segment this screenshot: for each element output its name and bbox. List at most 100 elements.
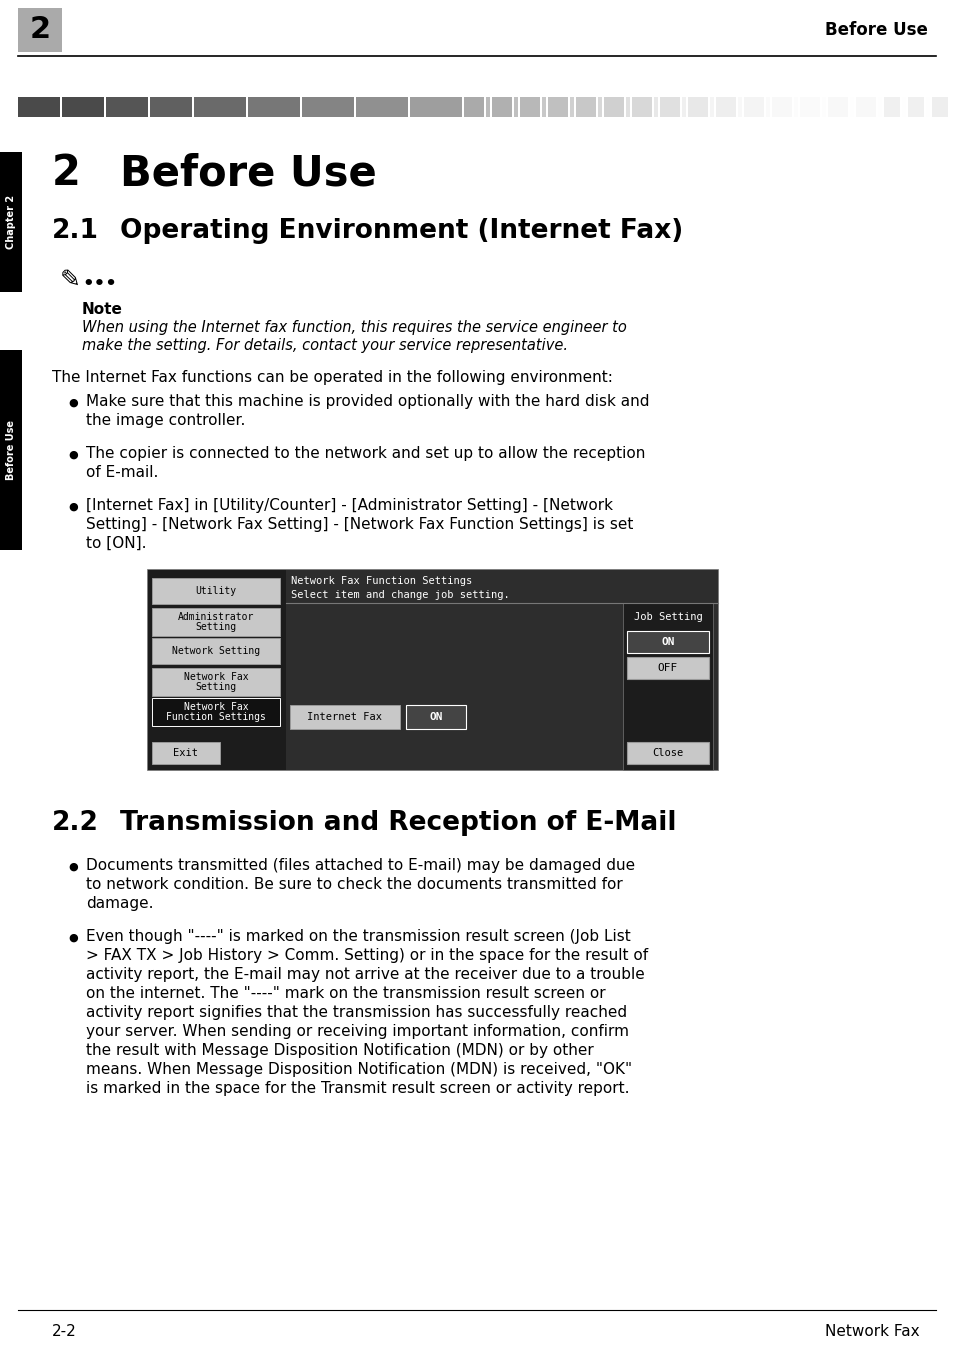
Text: Setting: Setting xyxy=(195,681,236,691)
Bar xyxy=(743,97,763,118)
Bar xyxy=(800,97,820,118)
Text: [Internet Fax] in [Utility/Counter] - [Administrator Setting] - [Network: [Internet Fax] in [Utility/Counter] - [A… xyxy=(86,498,613,512)
Bar xyxy=(883,97,899,118)
Bar xyxy=(716,97,735,118)
Text: > FAX TX > Job History > Comm. Setting) or in the space for the result of: > FAX TX > Job History > Comm. Setting) … xyxy=(86,948,647,963)
Text: Internet Fax: Internet Fax xyxy=(307,713,382,722)
Bar xyxy=(738,97,741,118)
Bar xyxy=(150,97,192,118)
Text: damage.: damage. xyxy=(86,896,153,911)
Text: activity report, the E-mail may not arrive at the receiver due to a trouble: activity report, the E-mail may not arri… xyxy=(86,967,644,982)
Bar xyxy=(654,97,658,118)
Bar xyxy=(152,579,280,604)
Text: ✎: ✎ xyxy=(60,268,81,292)
Bar xyxy=(765,97,769,118)
Text: Even though "----" is marked on the transmission result screen (Job List: Even though "----" is marked on the tran… xyxy=(86,929,630,944)
Text: Close: Close xyxy=(652,748,683,758)
Text: make the setting. For details, contact your service representative.: make the setting. For details, contact y… xyxy=(82,338,567,353)
Text: Network Fax: Network Fax xyxy=(824,1324,919,1338)
Text: ON: ON xyxy=(429,713,442,722)
Text: Note: Note xyxy=(82,301,123,316)
Bar xyxy=(631,97,651,118)
Text: Job Setting: Job Setting xyxy=(633,612,701,622)
Bar xyxy=(541,97,545,118)
Text: to network condition. Be sure to check the documents transmitted for: to network condition. Be sure to check t… xyxy=(86,877,622,892)
Text: Select item and change job setting.: Select item and change job setting. xyxy=(291,589,509,600)
Text: 2-2: 2-2 xyxy=(52,1324,76,1338)
Text: ●: ● xyxy=(68,397,77,408)
Bar xyxy=(603,97,623,118)
Text: activity report signifies that the transmission has successfully reached: activity report signifies that the trans… xyxy=(86,1005,626,1019)
Text: Network Fax Function Settings: Network Fax Function Settings xyxy=(291,576,472,585)
Text: on the internet. The "----" mark on the transmission result screen or: on the internet. The "----" mark on the … xyxy=(86,986,605,1000)
Bar xyxy=(625,97,629,118)
Bar xyxy=(901,97,905,118)
Bar xyxy=(18,97,60,118)
Text: Network Setting: Network Setting xyxy=(172,646,260,656)
Text: Setting] - [Network Fax Setting] - [Network Fax Function Settings] is set: Setting] - [Network Fax Setting] - [Netw… xyxy=(86,516,633,531)
Bar xyxy=(827,97,847,118)
Bar xyxy=(519,97,539,118)
Text: •••: ••• xyxy=(82,274,117,293)
Text: of E-mail.: of E-mail. xyxy=(86,465,158,480)
Text: Transmission and Reception of E-Mail: Transmission and Reception of E-Mail xyxy=(120,810,676,836)
Text: The copier is connected to the network and set up to allow the reception: The copier is connected to the network a… xyxy=(86,446,644,461)
Bar xyxy=(877,97,882,118)
Bar xyxy=(598,97,601,118)
Bar xyxy=(771,97,791,118)
Text: ●: ● xyxy=(68,863,77,872)
Text: When using the Internet fax function, this requires the service engineer to: When using the Internet fax function, th… xyxy=(82,320,626,335)
Text: Function Settings: Function Settings xyxy=(166,711,266,722)
Bar xyxy=(626,631,708,653)
Bar xyxy=(907,97,923,118)
Bar xyxy=(406,704,465,729)
Bar xyxy=(485,97,490,118)
Text: Make sure that this machine is provided optionally with the hard disk and: Make sure that this machine is provided … xyxy=(86,393,649,410)
Text: Utility: Utility xyxy=(195,585,236,596)
Bar xyxy=(492,97,512,118)
Text: the result with Message Disposition Notification (MDN) or by other: the result with Message Disposition Noti… xyxy=(86,1042,593,1059)
Text: 2: 2 xyxy=(52,151,81,193)
Bar xyxy=(931,97,947,118)
Text: Setting: Setting xyxy=(195,622,236,631)
Text: Before Use: Before Use xyxy=(120,151,376,193)
Text: 2: 2 xyxy=(30,15,51,45)
Bar xyxy=(18,8,62,51)
Bar xyxy=(547,97,567,118)
Text: your server. When sending or receiving important information, confirm: your server. When sending or receiving i… xyxy=(86,1023,628,1038)
Text: 2.2: 2.2 xyxy=(52,810,99,836)
Bar xyxy=(681,97,685,118)
Bar xyxy=(0,151,22,292)
Bar xyxy=(302,97,354,118)
Bar xyxy=(925,97,929,118)
Bar xyxy=(687,97,707,118)
Text: Documents transmitted (files attached to E-mail) may be damaged due: Documents transmitted (files attached to… xyxy=(86,859,635,873)
Bar xyxy=(152,698,280,726)
Bar xyxy=(152,668,280,696)
Text: Before Use: Before Use xyxy=(6,420,16,480)
Bar xyxy=(0,350,22,550)
Bar xyxy=(659,97,679,118)
Text: Chapter 2: Chapter 2 xyxy=(6,195,16,249)
Text: means. When Message Disposition Notification (MDN) is received, "OK": means. When Message Disposition Notifica… xyxy=(86,1063,632,1078)
Bar xyxy=(855,97,875,118)
Bar xyxy=(286,571,718,771)
Text: ●: ● xyxy=(68,933,77,942)
Bar xyxy=(148,571,718,771)
Text: Operating Environment (Internet Fax): Operating Environment (Internet Fax) xyxy=(120,218,682,243)
Bar xyxy=(62,97,104,118)
Text: Network Fax: Network Fax xyxy=(184,672,248,683)
Text: ON: ON xyxy=(660,637,674,648)
Bar xyxy=(821,97,825,118)
Bar xyxy=(626,742,708,764)
Bar xyxy=(793,97,797,118)
Bar xyxy=(622,603,712,771)
Text: OFF: OFF xyxy=(658,662,678,673)
Bar xyxy=(849,97,853,118)
Bar xyxy=(148,571,286,771)
Bar xyxy=(626,657,708,679)
Bar xyxy=(709,97,713,118)
Text: Exit: Exit xyxy=(173,748,198,758)
Text: to [ON].: to [ON]. xyxy=(86,535,147,552)
Bar xyxy=(152,638,280,664)
